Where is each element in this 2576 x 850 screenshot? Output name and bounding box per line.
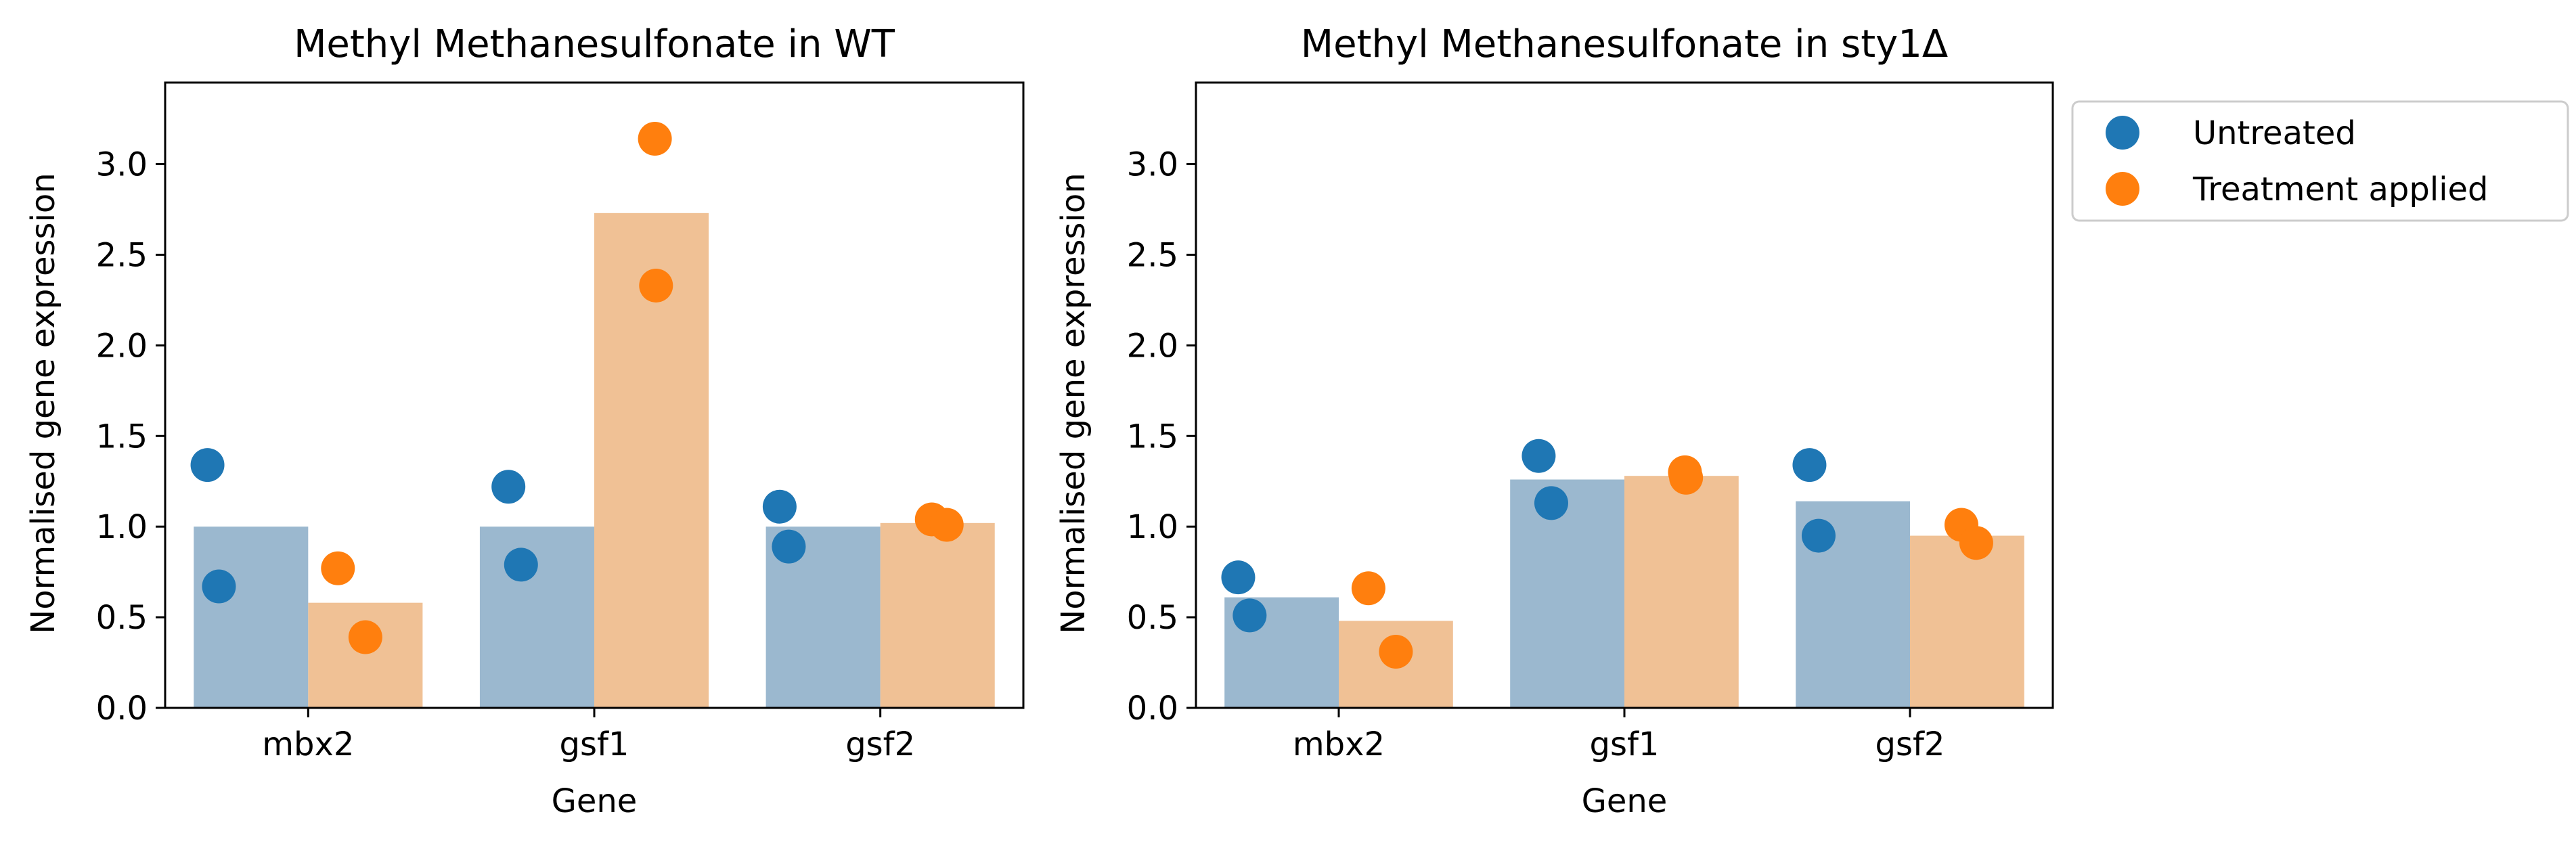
point-untreated-mbx2 xyxy=(202,569,236,604)
bars xyxy=(194,212,995,708)
point-untreated-gsf1 xyxy=(1522,439,1556,473)
chart-panel-sty1: Methyl Methanesulfonate in sty1Δ Normali… xyxy=(1054,22,2054,820)
bar-untreated-gsf1 xyxy=(1510,479,1624,708)
point-untreated-gsf1 xyxy=(1534,486,1568,520)
chart-title: Methyl Methanesulfonate in sty1Δ xyxy=(1301,22,1948,66)
y-tick-label: 2.5 xyxy=(96,236,148,274)
bar-treated-gsf2 xyxy=(880,522,995,708)
y-tick-label: 1.0 xyxy=(1127,508,1178,546)
x-tick-label: mbx2 xyxy=(1293,725,1385,763)
point-untreated-mbx2 xyxy=(1221,560,1256,595)
x-tick-label: gsf2 xyxy=(845,725,915,763)
point-untreated-gsf2 xyxy=(1801,518,1836,553)
y-tick-label: 2.5 xyxy=(1127,236,1178,274)
y-axis-label: Normalised gene expression xyxy=(1054,173,1092,633)
point-untreated-mbx2 xyxy=(1233,598,1267,633)
y-tick-label: 1.5 xyxy=(1127,418,1178,455)
points xyxy=(1221,439,1993,669)
point-untreated-gsf2 xyxy=(762,489,797,524)
legend-marker-untreated xyxy=(2106,116,2139,150)
point-untreated-gsf1 xyxy=(491,470,526,504)
axes-frame xyxy=(1195,81,2054,709)
point-treated-gsf2 xyxy=(929,508,964,542)
y-tick-label: 2.0 xyxy=(1127,327,1178,365)
y-tick-label: 3.0 xyxy=(96,146,148,184)
y-axis-label: Normalised gene expression xyxy=(24,173,62,633)
legend-label-untreated: Untreated xyxy=(2193,114,2356,152)
point-untreated-gsf2 xyxy=(772,529,806,564)
point-untreated-mbx2 xyxy=(190,448,225,483)
point-treated-gsf1 xyxy=(1669,460,1704,495)
chart-title: Methyl Methanesulfonate in WT xyxy=(294,22,895,66)
x-axis-label: Gene xyxy=(1582,782,1668,820)
y-tick-label: 0.5 xyxy=(96,599,148,637)
axes-frame xyxy=(164,81,1025,709)
x-tick-label: mbx2 xyxy=(262,725,354,763)
point-treated-mbx2 xyxy=(348,620,382,654)
point-treated-gsf1 xyxy=(639,268,673,303)
y-tick-label: 0.0 xyxy=(1127,690,1178,728)
x-axis-label: Gene xyxy=(552,782,638,820)
points xyxy=(190,122,964,654)
y-tick-label: 1.5 xyxy=(96,418,148,455)
bar-treated-gsf1 xyxy=(1624,476,1739,708)
y-tick-label: 3.0 xyxy=(1127,146,1178,184)
point-treated-mbx2 xyxy=(1351,571,1385,606)
y-tick-label: 1.0 xyxy=(96,508,148,546)
x-tick-label: gsf1 xyxy=(1590,725,1660,763)
point-treated-gsf2 xyxy=(1959,526,1993,560)
bar-treated-gsf2 xyxy=(1910,535,2024,708)
x-tick-label: gsf1 xyxy=(560,725,629,763)
x-tick-label: gsf2 xyxy=(1875,725,1945,763)
bar-untreated-mbx2 xyxy=(194,527,309,708)
legend-label-treated: Treatment applied xyxy=(2192,171,2489,208)
bar-treated-mbx2 xyxy=(308,602,423,708)
point-untreated-gsf1 xyxy=(504,547,538,582)
legend-marker-treated xyxy=(2106,172,2139,206)
legend: Untreated Treatment applied xyxy=(2071,100,2569,222)
chart-panel-wt: Methyl Methanesulfonate in WT Normalised… xyxy=(24,22,1025,820)
y-tick-label: 2.0 xyxy=(96,327,148,365)
point-treated-mbx2 xyxy=(321,551,355,585)
legend-frame xyxy=(2071,100,2569,222)
point-treated-mbx2 xyxy=(1379,634,1413,669)
y-tick-label: 0.0 xyxy=(96,690,148,728)
point-treated-gsf1 xyxy=(638,122,672,156)
point-untreated-gsf2 xyxy=(1792,448,1827,483)
bars xyxy=(1224,476,2024,708)
y-tick-label: 0.5 xyxy=(1127,599,1178,637)
bar-untreated-gsf1 xyxy=(479,527,594,708)
